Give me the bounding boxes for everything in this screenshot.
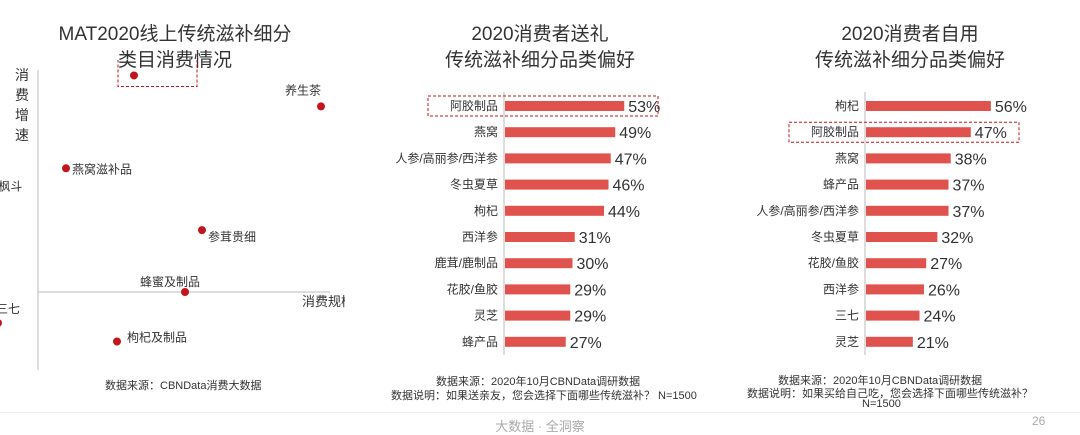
y-axis-label-char: 增 xyxy=(15,107,29,123)
x-axis-label: 消费规模 xyxy=(302,294,345,309)
self-title: 2020消费者自用 传统滋补细分品类偏好 xyxy=(760,22,1060,74)
bar-value-label: 38% xyxy=(955,151,987,168)
footer-tagline: 大数据 · 全洞察 xyxy=(0,416,1080,435)
highlight-box xyxy=(118,60,197,86)
scatter-point xyxy=(317,102,325,110)
gift-title-line-2: 传统滋补细分品类偏好 xyxy=(390,48,690,74)
bar-value-label: 37% xyxy=(953,204,985,221)
bar-category-label: 三七 xyxy=(835,309,859,323)
bar xyxy=(866,258,926,268)
bar-value-label: 44% xyxy=(608,204,640,221)
bar xyxy=(866,284,924,294)
bar xyxy=(505,206,604,216)
self-title-line-1: 2020消费者自用 xyxy=(760,22,1060,48)
bar-category-label: 冬虫夏草 xyxy=(450,177,498,192)
scatter-point xyxy=(198,226,206,234)
bar-value-label: 46% xyxy=(613,178,645,195)
bar-value-label: 37% xyxy=(953,178,985,195)
bar-category-label: 花胶/鱼胶 xyxy=(447,281,498,296)
bar xyxy=(866,180,949,190)
scatter-point-label: 养生茶 xyxy=(285,82,321,97)
bar-category-label: 蜂产品 xyxy=(823,178,859,192)
bar-category-label: 西洋参 xyxy=(462,229,498,244)
scatter-point xyxy=(113,337,121,345)
bar-category-label: 阿胶制品 xyxy=(811,124,859,139)
bar-value-label: 21% xyxy=(917,335,949,352)
bar-value-label: 26% xyxy=(928,282,960,299)
self-note-n: N=1500 xyxy=(862,398,901,410)
bar-category-label: 燕窝 xyxy=(835,150,859,165)
bar-value-label: 32% xyxy=(941,230,973,247)
bar-value-label: 31% xyxy=(579,230,611,247)
bar-category-label: 冬虫夏草 xyxy=(811,229,859,244)
bar xyxy=(866,337,913,347)
bar-value-label: 47% xyxy=(615,151,647,168)
self-bar-chart: 枸杞 56% 阿胶制品 47% 燕窝 38% 蜂产品 37% 人参/高丽参/西洋参 37% 冬虫夏草… xyxy=(735,90,1075,355)
bar-category-label: 西洋参 xyxy=(823,281,859,296)
gift-bar-chart: 阿胶制品 53% 燕窝 49% 人参/高丽参/西洋参 47% 冬虫夏草 46% 枸杞 44% 西洋参… xyxy=(370,90,700,355)
bar xyxy=(866,206,949,216)
bar-value-label: 47% xyxy=(975,125,1007,142)
scatter-point xyxy=(130,71,138,79)
scatter-point xyxy=(181,288,189,296)
bar xyxy=(505,153,611,163)
bar-category-label: 鹿茸/鹿制品 xyxy=(435,255,498,270)
bar xyxy=(866,311,920,321)
bar xyxy=(505,180,609,190)
bar-value-label: 30% xyxy=(577,256,609,273)
scatter-point-label: 三七 xyxy=(0,302,20,316)
bar-category-label: 灵芝 xyxy=(474,308,498,323)
bar-value-label: 27% xyxy=(930,256,962,273)
scatter-point xyxy=(62,164,70,172)
scatter-point-label: 蜂蜜及制品 xyxy=(140,274,200,289)
bar-category-label: 枸杞 xyxy=(835,98,859,113)
bar-category-label: 人参/高丽参/西洋参 xyxy=(395,150,498,165)
bar-category-label: 枸杞 xyxy=(474,203,498,218)
gift-note: 数据说明：如果送亲友，您会选择下面哪些传统滋补？ N=1500 xyxy=(391,387,697,403)
scatter-point xyxy=(0,319,2,327)
bar xyxy=(866,101,991,111)
bar-category-label: 阿胶制品 xyxy=(450,98,498,113)
bar xyxy=(505,311,570,321)
bar-value-label: 27% xyxy=(570,335,602,352)
bar-category-label: 蜂产品 xyxy=(462,335,498,349)
page-number: 26 xyxy=(1032,414,1045,428)
self-title-line-2: 传统滋补细分品类偏好 xyxy=(760,48,1060,74)
scatter-point-label: 枸杞及制品 xyxy=(127,329,187,344)
bar xyxy=(505,284,570,294)
gift-title-line-1: 2020消费者送礼 xyxy=(390,22,690,48)
scatter-source: 数据来源：CBNData消费大数据 xyxy=(105,377,261,393)
bar xyxy=(505,127,615,137)
bar xyxy=(866,153,951,163)
bar-value-label: 56% xyxy=(995,99,1027,116)
bar-value-label: 24% xyxy=(924,309,956,326)
scatter-title-line-1: MAT2020线上传统滋补细分 xyxy=(30,22,320,48)
bar-category-label: 燕窝 xyxy=(474,124,498,139)
bar xyxy=(505,258,573,268)
scatter-chart: 消费增速消费规模阿胶制品养生茶燕窝滋补品石斛/枫斗参茸贵细蜂蜜及制品三七枸杞及制… xyxy=(0,60,345,370)
bar-value-label: 29% xyxy=(574,282,606,299)
gift-title: 2020消费者送礼 传统滋补细分品类偏好 xyxy=(390,22,690,74)
bar-value-label: 49% xyxy=(619,125,651,142)
bar xyxy=(866,232,937,242)
bar-value-label: 53% xyxy=(628,99,660,116)
scatter-point-label: 石斛/枫斗 xyxy=(0,178,22,193)
y-axis-label-char: 费 xyxy=(15,87,29,103)
scatter-point-label: 燕窝滋补品 xyxy=(72,161,132,176)
bar-category-label: 灵芝 xyxy=(835,334,859,349)
y-axis-label-char: 速 xyxy=(15,127,29,143)
bar-value-label: 29% xyxy=(574,309,606,326)
bar xyxy=(505,232,575,242)
scatter-point-label: 参茸贵细 xyxy=(208,229,256,244)
bar xyxy=(505,337,566,347)
bar-category-label: 人参/高丽参/西洋参 xyxy=(756,203,859,218)
bar-category-label: 花胶/鱼胶 xyxy=(808,255,859,270)
bar xyxy=(866,127,971,137)
bar xyxy=(505,101,624,111)
footer-divider xyxy=(0,412,1080,413)
y-axis-label-char: 消 xyxy=(15,67,29,83)
